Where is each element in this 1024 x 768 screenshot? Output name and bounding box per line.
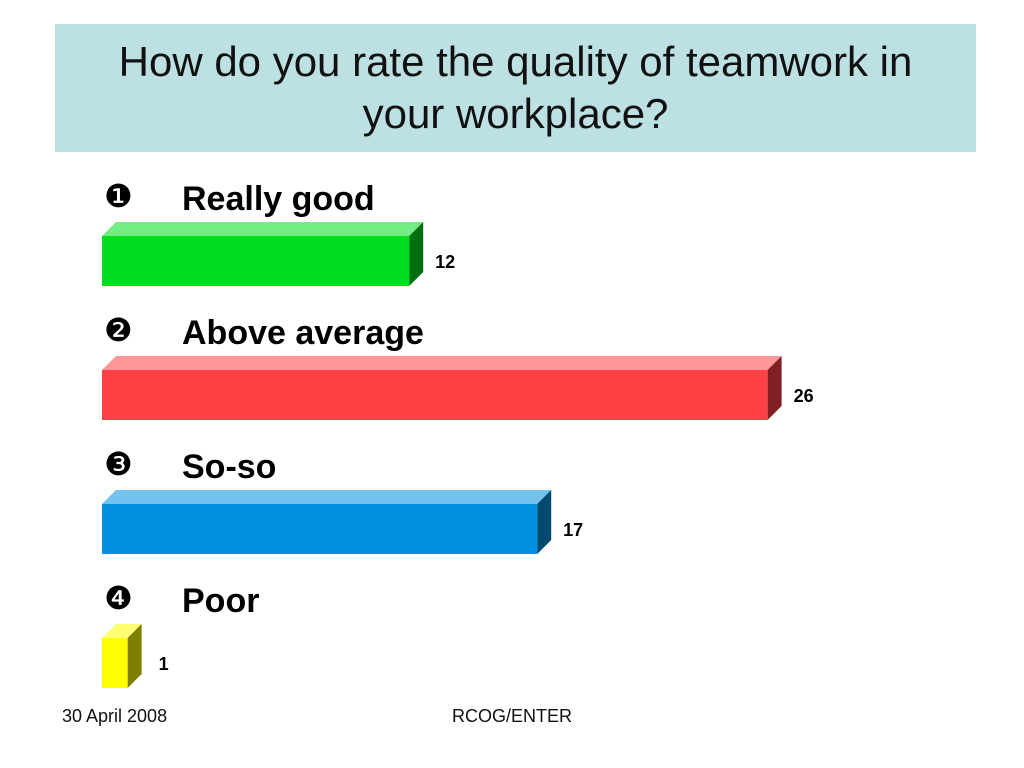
bar [102, 236, 410, 286]
bar [102, 370, 768, 420]
title-box: How do you rate the quality of teamwork … [55, 24, 976, 152]
footer-date: 30 April 2008 [62, 706, 168, 726]
bar-side-face [409, 222, 424, 286]
bar-top-face [102, 490, 552, 504]
data-label: 17 [563, 520, 583, 540]
category-label: So-so [182, 448, 276, 486]
footer-source: RCOG/ENTER [451, 706, 572, 726]
category-marker: ❷ [104, 311, 133, 349]
bar-top-face [102, 222, 424, 236]
category-label: Above average [182, 314, 424, 352]
bar [102, 504, 538, 554]
data-label: 26 [794, 386, 814, 406]
category-marker: ❸ [104, 445, 133, 483]
category-label: Really good [182, 180, 375, 218]
bar-side-face [127, 624, 142, 688]
category-marker: ❹ [104, 579, 133, 617]
bar-side-face [767, 356, 782, 420]
bar [102, 638, 128, 688]
data-label: 1 [159, 654, 169, 674]
bar-top-face [102, 624, 142, 638]
bar-side-face [537, 490, 552, 554]
data-label: 12 [435, 252, 455, 272]
bar-top-face [102, 356, 782, 370]
slide-title: How do you rate the quality of teamwork … [118, 38, 913, 137]
category-marker: ❶ [104, 177, 133, 215]
category-label: Poor [182, 582, 259, 620]
